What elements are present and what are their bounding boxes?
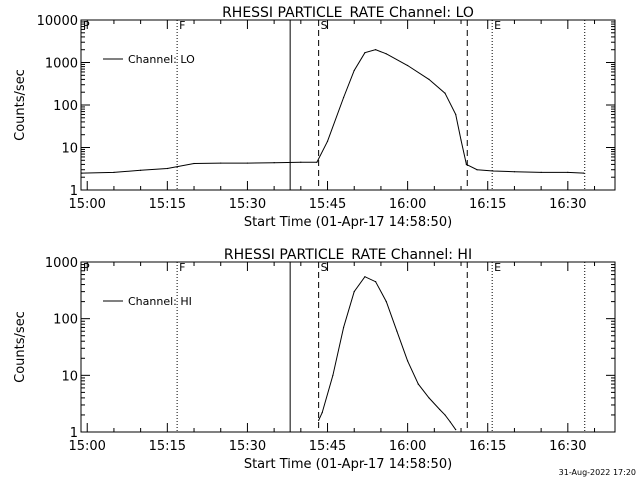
series-line	[81, 49, 584, 174]
data-point	[407, 360, 409, 362]
x-tick-label: 15:45	[309, 439, 346, 454]
data-point	[567, 171, 569, 173]
series-line	[318, 276, 457, 430]
data-point	[81, 172, 83, 174]
footer-timestamp: 31-Aug-2022 17:20	[559, 468, 636, 477]
data-point	[385, 53, 387, 55]
marker-label: S	[321, 261, 328, 274]
data-point	[273, 162, 275, 164]
data-point	[364, 276, 366, 278]
data-point	[353, 69, 355, 72]
data-point	[444, 92, 446, 94]
data-point	[246, 162, 249, 164]
data-point	[353, 291, 355, 293]
data-point	[513, 171, 516, 173]
data-point	[342, 96, 345, 99]
y-tick-label: 1000	[45, 256, 78, 271]
legend-label: Channel: LO	[128, 53, 195, 66]
data-point	[428, 78, 430, 81]
y-tick-label: 1	[70, 184, 78, 199]
marker-label: F	[179, 261, 185, 274]
data-point	[460, 139, 462, 141]
y-tick-label: 100	[53, 99, 78, 114]
data-point	[449, 421, 451, 423]
y-tick-label: 10	[61, 369, 78, 384]
plot-frame	[80, 261, 616, 433]
x-tick-label: 15:00	[68, 197, 105, 212]
data-point	[455, 113, 457, 116]
x-tick-label: 16:00	[389, 197, 426, 212]
chart-title: RHESSI PARTICLE_RATE Channel: LO	[222, 5, 474, 21]
plot-frame	[80, 19, 616, 191]
x-tick-label: 15:45	[309, 197, 346, 212]
data-point	[321, 411, 323, 414]
x-tick-label: 15:30	[229, 439, 266, 454]
y-axis-label: Counts/sec	[13, 69, 28, 141]
data-point	[193, 162, 195, 165]
data-point	[113, 171, 115, 173]
data-point	[417, 383, 419, 385]
data-point	[583, 172, 585, 174]
data-point	[316, 161, 318, 163]
marker-label: S	[321, 19, 328, 32]
x-axis-label: Start Time (01-Apr-17 14:58:50)	[244, 215, 452, 230]
marker-label: P	[83, 261, 90, 274]
y-tick-label: 1000	[45, 57, 78, 72]
data-point	[439, 408, 441, 411]
x-tick-label: 16:00	[389, 439, 426, 454]
legend-label: Channel: HI	[128, 295, 192, 308]
data-point	[220, 162, 222, 164]
y-tick-label: 100	[53, 313, 78, 328]
data-point	[364, 52, 366, 54]
data-point	[492, 170, 494, 172]
y-tick-label: 10	[61, 142, 78, 157]
data-point	[318, 419, 320, 422]
data-point	[166, 167, 168, 170]
data-point	[476, 169, 478, 171]
data-point	[396, 330, 398, 332]
x-tick-label: 16:15	[469, 197, 506, 212]
marker-label: E	[494, 261, 501, 274]
data-point	[374, 281, 377, 283]
x-tick-label: 16:15	[469, 439, 506, 454]
data-point	[540, 171, 542, 173]
data-point	[385, 301, 387, 303]
data-point	[332, 374, 334, 376]
data-point	[374, 49, 377, 51]
x-tick-label: 15:30	[229, 197, 266, 212]
lo-channel-panel: RHESSI PARTICLE_RATE Channel: LO Start Ti…	[13, 5, 616, 230]
y-tick-label: 10000	[37, 14, 78, 29]
marker-label: E	[494, 19, 501, 32]
data-point	[140, 169, 142, 171]
data-point	[444, 414, 446, 416]
x-tick-label: 15:00	[68, 439, 105, 454]
marker-label: F	[179, 19, 185, 32]
data-point	[428, 397, 430, 399]
hi-channel-panel: RHESSI PARTICLE_RATE Channel: HI Start Ti…	[13, 247, 616, 472]
chart-title: RHESSI PARTICLE_RATE Channel: HI	[224, 247, 472, 263]
data-point	[455, 429, 457, 431]
x-tick-label: 16:30	[549, 197, 586, 212]
data-point	[326, 140, 329, 142]
y-tick-label: 1	[70, 426, 78, 441]
data-point	[407, 64, 409, 67]
x-tick-label: 16:30	[549, 439, 586, 454]
data-point	[300, 161, 302, 163]
y-axis-label: Counts/sec	[13, 311, 28, 383]
data-point	[465, 163, 467, 166]
marker-label: P	[83, 19, 90, 32]
x-tick-label: 15:15	[149, 439, 186, 454]
x-tick-label: 15:15	[149, 197, 186, 212]
x-axis-label: Start Time (01-Apr-17 14:58:50)	[244, 457, 452, 472]
data-point	[342, 326, 345, 329]
